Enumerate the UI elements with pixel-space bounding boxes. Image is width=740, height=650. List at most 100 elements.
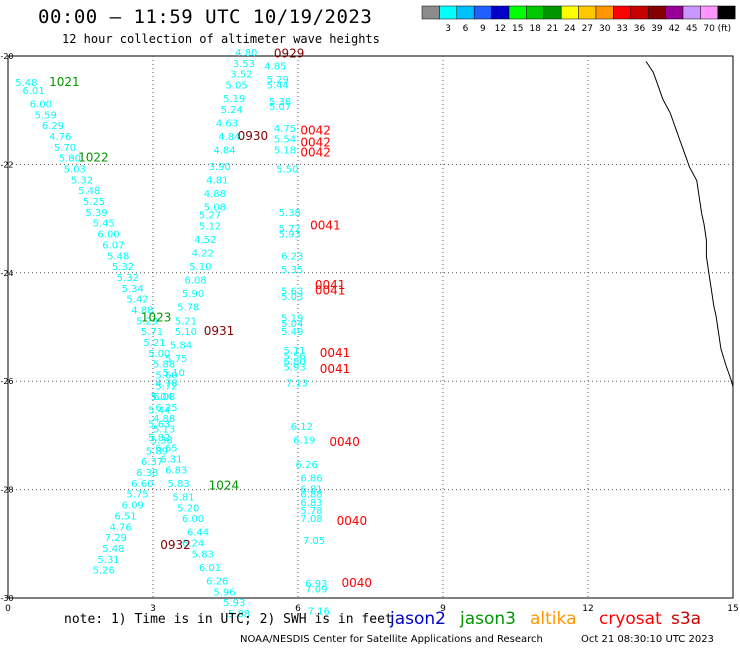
- wave-height-value: 5.18: [274, 146, 296, 157]
- wave-height-value: 5.21: [143, 338, 165, 349]
- note-text: note: 1) Time is in UTC; 2) SWH is in fe…: [64, 612, 393, 627]
- pass-time-label: 0930: [238, 129, 269, 143]
- wave-height-value: 5.93: [284, 362, 306, 373]
- wave-height-value: 5.93: [279, 230, 301, 241]
- pass-time-label: 0041: [315, 278, 346, 292]
- wave-height-value: 5.04: [281, 319, 303, 330]
- x-tick-label: 9: [440, 604, 446, 614]
- pass-time-label: 1023: [141, 311, 172, 325]
- wave-height-value: 5.38: [279, 208, 301, 219]
- wave-height-value: 6.29: [42, 121, 64, 132]
- wave-height-value: 5.24: [221, 105, 243, 116]
- wave-height-value: 5.03: [64, 165, 86, 176]
- wave-height-value: 3.52: [230, 70, 252, 81]
- colorbar-label: 45: [686, 24, 697, 34]
- wave-height-value: 6.00: [30, 99, 52, 110]
- wave-height-value: 6.08: [184, 276, 206, 287]
- wave-height-value: 5.89: [146, 446, 168, 457]
- wave-height-value: 6.37: [141, 457, 163, 468]
- wave-height-value: 5.31: [97, 555, 119, 566]
- wave-height-value: 5.48: [102, 544, 124, 555]
- wave-height-value: 5.00: [148, 349, 170, 360]
- colorbar-label: 6: [463, 24, 469, 34]
- colorbar-label: 27: [582, 24, 593, 34]
- wave-height-value: 6.88: [300, 490, 322, 501]
- colorbar-label: 30: [599, 24, 611, 34]
- x-tick-label: 0: [5, 604, 11, 614]
- y-tick-label: -26: [0, 377, 13, 386]
- wave-height-value: 3.90: [209, 162, 231, 173]
- pass-time-label: 0042: [300, 124, 331, 138]
- colorbar-label: 18: [529, 24, 541, 34]
- satellite-label-jason3: jason3: [460, 609, 516, 629]
- pass-time-label: 0041: [310, 218, 341, 232]
- colorbar-label: 39: [651, 24, 663, 34]
- x-tick-label: 6: [295, 604, 301, 614]
- wave-height-value: 5.72: [279, 224, 301, 235]
- wave-height-value: 6.81: [300, 484, 322, 495]
- wave-height-value: 5.19: [223, 94, 245, 105]
- wave-height-value: 5.96: [213, 587, 235, 598]
- wave-height-value: 7.05: [303, 536, 325, 547]
- wave-height-value: 5.10: [163, 368, 185, 379]
- wave-height-value: 5.48: [107, 251, 129, 262]
- wave-height-value: 5.34: [122, 284, 144, 295]
- pass-time-label: 1021: [49, 75, 80, 89]
- colorbar-label: 36: [634, 24, 646, 34]
- wave-height-value: 6.19: [293, 436, 315, 447]
- wave-height-value: 4.76: [49, 132, 71, 143]
- wave-height-value: 7.29: [105, 533, 127, 544]
- wave-height-value: 5.19: [281, 314, 303, 325]
- wave-height-value: 6.25: [155, 403, 177, 414]
- colorbar-label: 3: [445, 24, 451, 34]
- wave-height-value: 5.10: [189, 262, 211, 273]
- wave-height-value: 5.63: [281, 286, 303, 297]
- wave-height-value: 5.48: [78, 186, 100, 197]
- wave-height-value: 4.78: [155, 379, 177, 390]
- page-subtitle: 12 hour collection of altimeter wave hei…: [62, 32, 380, 46]
- wave-height-value: 5.45: [93, 219, 115, 230]
- satellite-label-altika: altika: [530, 609, 577, 629]
- wave-height-value: 6.09: [122, 501, 144, 512]
- wave-height-value: 6.08: [153, 392, 175, 403]
- pass-time-label: 0931: [204, 324, 235, 338]
- wave-height-value: 5.75: [126, 490, 148, 501]
- wave-height-value: 5.81: [172, 492, 194, 503]
- wave-height-value: 6.26: [206, 576, 228, 587]
- wave-height-value: 5.90: [182, 289, 204, 300]
- wave-height-value: 5.38: [269, 97, 291, 108]
- wave-height-value: 5.60: [155, 370, 177, 381]
- wave-height-value: 6.86: [300, 473, 322, 484]
- wave-height-value: 5.80: [59, 154, 81, 165]
- wave-height-value: 5.82: [148, 433, 170, 444]
- wave-height-value: 4.84: [218, 132, 240, 143]
- wave-height-value: 4.84: [213, 146, 235, 157]
- wave-height-value: 5.88: [153, 360, 175, 371]
- wave-height-value: 5.27: [199, 211, 221, 222]
- colorbar-label: 42: [669, 24, 680, 34]
- wave-height-value: 4.22: [192, 249, 214, 260]
- wave-height-value: 5.29: [136, 316, 158, 327]
- wave-height-value: 5.63: [148, 419, 170, 430]
- pass-time-label: 0040: [337, 514, 368, 528]
- wave-height-value: 5.83: [192, 549, 214, 560]
- x-tick-label: 12: [582, 604, 593, 614]
- wave-height-value: 5.93: [223, 598, 245, 609]
- wave-height-value: 6.51: [114, 511, 136, 522]
- wave-height-value: 5.50: [276, 165, 298, 176]
- wave-height-value: 5.10: [175, 327, 197, 338]
- pass-time-label: 0042: [300, 136, 331, 150]
- pass-time-label: 0041: [320, 346, 351, 360]
- page-title: 00:00 – 11:59 UTC 10/19/2023: [38, 6, 373, 28]
- colorbar-swatch: [717, 5, 736, 20]
- footer-timestamp: Oct 21 08:30:10 UTC 2023: [581, 634, 714, 645]
- wave-height-value: 6.83: [300, 498, 322, 509]
- wave-height-value: 4.52: [194, 235, 216, 246]
- wave-height-value: 4.88: [131, 305, 153, 316]
- pass-time-label: 0042: [300, 145, 331, 159]
- wave-height-value: 5.32: [112, 262, 134, 273]
- wave-height-value: 6.01: [199, 563, 221, 574]
- wave-height-value: 6.00: [97, 230, 119, 241]
- wave-height-value: 5.54: [274, 135, 296, 146]
- footer-credit: NOAA/NESDIS Center for Satellite Applica…: [240, 634, 543, 645]
